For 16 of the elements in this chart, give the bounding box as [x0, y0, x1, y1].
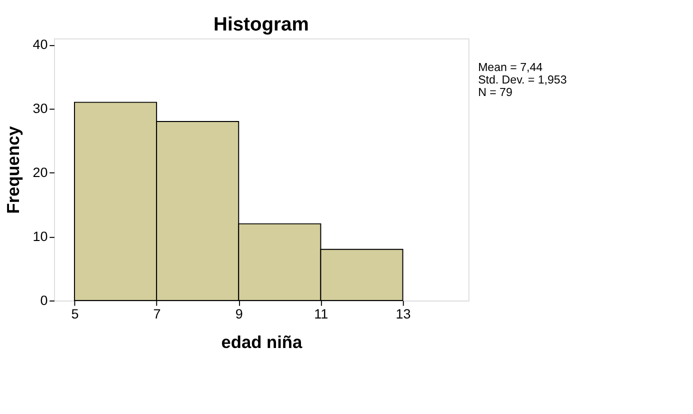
chart-title: Histogram [214, 14, 309, 36]
y-tick-label: 10 [32, 228, 48, 244]
x-tick-label: 11 [314, 306, 328, 322]
y-axis-title: Frequency [3, 126, 24, 214]
y-tick-label: 30 [32, 101, 48, 116]
text: N = 79 [478, 87, 512, 100]
y-tick-label: 20 [32, 164, 48, 180]
x-tick-label: 5 [71, 306, 79, 322]
text: Std. Dev. = 1,953 [478, 74, 567, 87]
y-tick-label: 40 [32, 37, 48, 52]
x-tick-label: 7 [153, 306, 161, 322]
text: Mean = 7,44 [478, 62, 544, 74]
x-axis-title: edad niña [221, 332, 302, 352]
x-tick-label: 13 [396, 306, 411, 322]
x-tick-label: 9 [235, 306, 243, 322]
y-tick-label: 0 [40, 292, 48, 308]
